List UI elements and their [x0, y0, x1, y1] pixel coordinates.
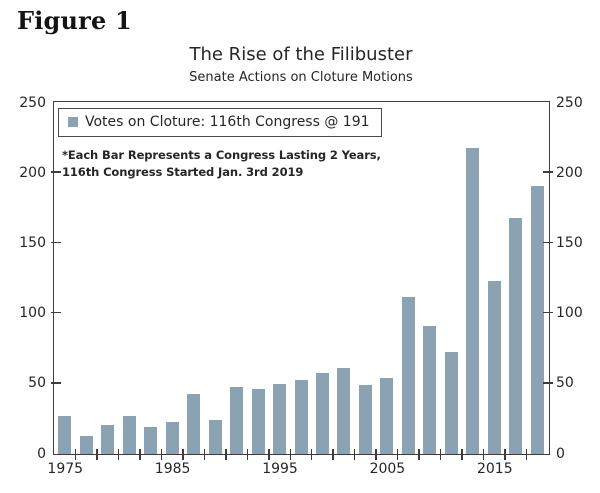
x-axis-tick: [74, 449, 77, 460]
bar-1989: [208, 420, 222, 454]
y-axis-label-left-50: 50: [28, 375, 46, 392]
x-axis-tick: [117, 449, 120, 460]
bar-2013: [466, 147, 480, 454]
legend-label: Votes on Cloture: 116th Congress @ 191: [85, 114, 370, 130]
x-axis-tick: [525, 449, 528, 460]
x-axis-tick: [396, 449, 399, 460]
y-axis-tick-right: [542, 311, 553, 314]
chart-footnote: *Each Bar Represents a Congress Lasting …: [62, 147, 381, 181]
bar-1983: [144, 427, 158, 454]
chart-title: The Rise of the Filibuster: [189, 44, 413, 65]
bar-2001: [337, 368, 351, 454]
x-axis-tick: [310, 449, 313, 460]
bar-1995: [273, 383, 287, 454]
x-axis-label-2005: 2005: [369, 461, 406, 477]
bar-2011: [444, 351, 458, 454]
y-axis-label-right-200: 200: [556, 164, 583, 181]
bar-1979: [101, 424, 115, 454]
footnote-line-1: *Each Bar Represents a Congress Lasting …: [62, 148, 381, 162]
y-axis-tick-left: [50, 171, 61, 173]
x-axis-tick: [139, 449, 141, 460]
bar-1999: [315, 372, 329, 454]
x-axis-tick: [353, 449, 356, 460]
x-axis-tick: [203, 449, 206, 460]
y-axis-tick-right: [542, 382, 553, 384]
x-axis-tick: [375, 449, 377, 460]
plot-area: [50, 101, 553, 460]
x-axis-tick: [225, 449, 227, 460]
x-axis-tick: [289, 449, 291, 460]
y-axis-label-right-150: 150: [556, 234, 583, 251]
y-axis-label-right-250: 250: [556, 94, 583, 111]
y-axis-label-right-0: 0: [556, 445, 565, 462]
legend-swatch-icon: [68, 117, 78, 127]
x-axis-label-2015: 2015: [476, 461, 513, 477]
bar-2003: [358, 385, 372, 454]
y-axis-label-left-100: 100: [19, 305, 46, 322]
bar-2019: [530, 185, 544, 454]
y-axis-label-left-200: 200: [19, 164, 46, 181]
footnote-line-2: 116th Congress Started Jan. 3rd 2019: [62, 165, 304, 179]
chart-subtitle: Senate Actions on Cloture Motions: [189, 70, 413, 85]
x-axis-tick: [246, 449, 249, 460]
bar-1977: [79, 435, 93, 454]
x-axis-label-1985: 1985: [154, 461, 191, 477]
x-axis-tick: [268, 449, 270, 460]
bar-1997: [294, 379, 308, 454]
x-axis-tick: [504, 449, 506, 460]
bar-2005: [380, 378, 394, 454]
bar-1981: [122, 416, 136, 454]
y-axis-label-right-100: 100: [556, 305, 583, 322]
bar-1985: [165, 421, 179, 454]
bar-2009: [423, 326, 437, 454]
y-axis-label-left-250: 250: [19, 94, 46, 111]
y-axis-tick-right: [542, 241, 553, 244]
y-axis-label-left-0: 0: [37, 445, 46, 462]
x-axis-tick: [439, 449, 442, 460]
bar-1993: [251, 389, 265, 454]
x-axis-tick: [482, 449, 485, 460]
x-axis-tick: [418, 449, 420, 460]
x-axis-label-1995: 1995: [262, 461, 298, 477]
bar-1987: [187, 393, 201, 454]
bar-2007: [401, 296, 415, 454]
y-axis-tick-right: [542, 171, 553, 173]
bar-2015: [487, 281, 501, 454]
x-axis-tick: [96, 449, 98, 460]
figure-label: Figure 1: [17, 6, 132, 35]
y-axis-label-left-150: 150: [19, 234, 46, 251]
y-axis-label-right-50: 50: [556, 375, 574, 392]
y-axis-tick-left: [50, 382, 61, 384]
bar-1991: [230, 386, 244, 454]
y-axis-tick-left: [50, 241, 61, 244]
x-axis-tick: [160, 449, 163, 460]
y-axis-tick-left: [50, 311, 61, 314]
bar-1975: [58, 416, 72, 454]
x-axis-tick: [332, 449, 334, 460]
legend: Votes on Cloture: 116th Congress @ 191: [58, 108, 382, 137]
x-axis-tick: [182, 449, 184, 460]
x-axis-tick: [461, 449, 463, 460]
bar-2017: [509, 218, 523, 454]
x-axis-label-1975: 1975: [47, 461, 84, 477]
